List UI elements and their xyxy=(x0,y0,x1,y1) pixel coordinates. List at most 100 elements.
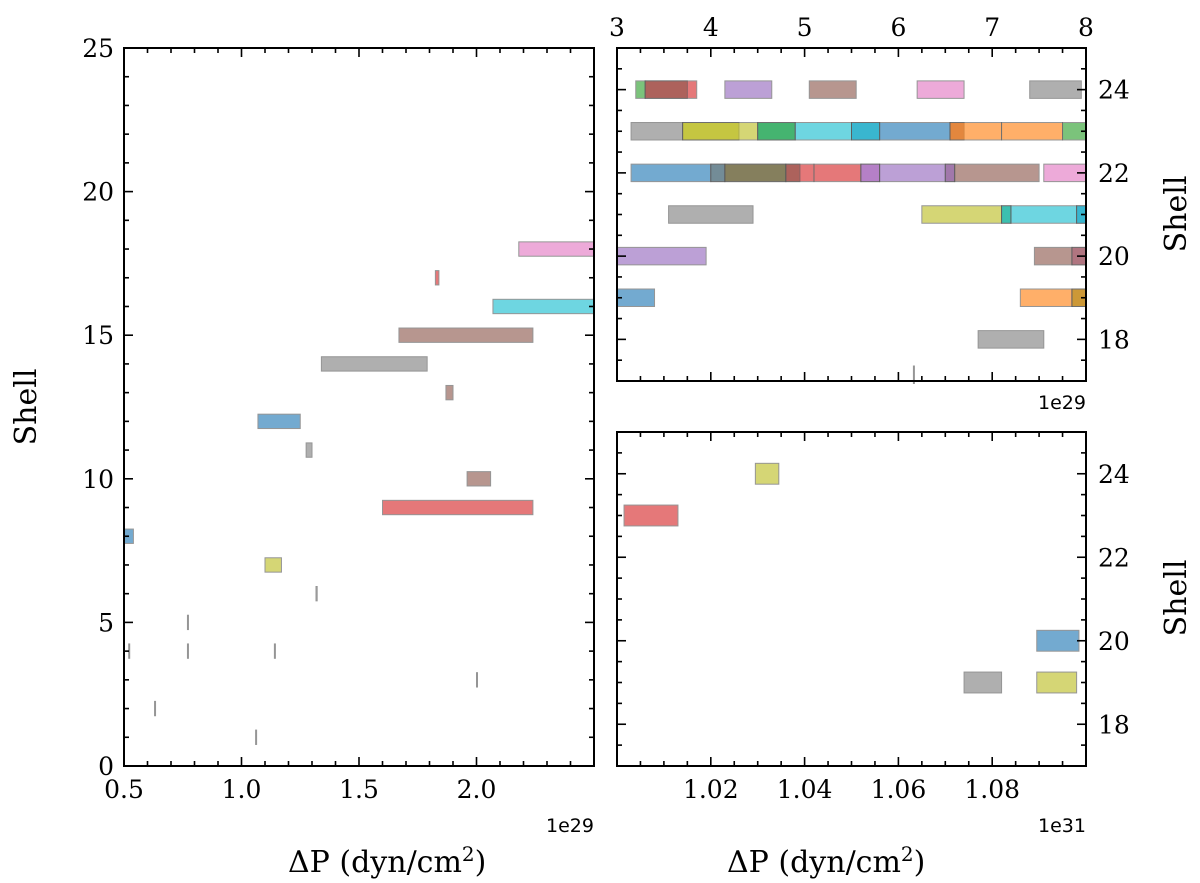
panel-top-right: 3 4 5 6 7 8 18 20 22 24 Shell 1e29 xyxy=(609,13,1194,414)
bar-shell-23-15 xyxy=(879,122,951,141)
bar-shell-24-5 xyxy=(916,80,965,99)
bar-shell-23-11 xyxy=(757,122,796,141)
x-offset-text: 1e29 xyxy=(546,815,594,837)
bar-shell-22-30 xyxy=(879,163,946,183)
bar-shell-24-6 xyxy=(1029,80,1082,99)
ticks-group: 3 4 5 6 7 8 18 20 22 24 xyxy=(609,13,1130,382)
bar-shell-18-0 xyxy=(518,241,595,257)
bar-shell-6-12 xyxy=(315,586,318,602)
bar-shell-23-18 xyxy=(1001,122,1064,141)
bar-shell-22-20 xyxy=(630,163,712,183)
bar-shell-23-1 xyxy=(623,504,679,527)
x-tick-label: 2.0 xyxy=(457,775,497,804)
bar-shell-21-36 xyxy=(921,205,1003,224)
bar-shell-3-17 xyxy=(476,672,478,688)
panel-bottom-right: 1.02 1.04 1.06 1.08 18 20 22 24 ΔP (dyn/cm2) Sh… xyxy=(616,431,1194,880)
bar-shell-14-4 xyxy=(320,356,428,372)
y-tick-label: 20 xyxy=(1098,627,1130,656)
bar-shell-24-3 xyxy=(724,80,773,99)
bar-shell-4-15 xyxy=(186,643,189,659)
x-tick-label: 1.02 xyxy=(683,775,739,804)
y-axis-label: Shell xyxy=(1159,176,1194,253)
bar-shell-19-47 xyxy=(1019,288,1073,307)
bar-shell-21-35 xyxy=(668,205,754,224)
y-tick-label: 10 xyxy=(82,465,114,494)
bar-shell-22-32 xyxy=(944,163,956,183)
x-tick-label: 5 xyxy=(797,13,813,42)
x-offset-text: 1e29 xyxy=(1038,392,1086,414)
x-tick-label: 8 xyxy=(1078,13,1094,42)
bar-shell-19-3 xyxy=(963,671,1003,694)
y-axis-label: Shell xyxy=(1159,560,1194,637)
y-tick-label: 18 xyxy=(1098,325,1130,354)
x-axis-label: ΔP (dyn/cm2) xyxy=(288,842,486,880)
bar-shell-23-7 xyxy=(630,122,684,141)
bar-shell-19-4 xyxy=(1036,671,1078,694)
x-tick-label: 6 xyxy=(890,13,906,42)
x-offset-text: 1e31 xyxy=(1038,815,1086,837)
bar-shell-17_15-51 xyxy=(912,365,915,384)
x-tick-label: 1.06 xyxy=(871,775,927,804)
bars-group xyxy=(123,241,595,745)
y-tick-label: 18 xyxy=(1098,710,1130,739)
bar-shell-16-2 xyxy=(492,298,595,315)
bar-shell-4-16 xyxy=(273,643,276,659)
plot-frame xyxy=(123,47,595,767)
y-tick-label: 20 xyxy=(1098,242,1130,271)
bar-shell-24-2 xyxy=(644,80,688,99)
y-tick-label: 20 xyxy=(82,178,114,207)
y-tick-label: 22 xyxy=(1098,543,1130,572)
plot-frame xyxy=(616,47,1087,382)
y-tick-label: 5 xyxy=(98,608,114,637)
ticks-group: 0.5 1.0 1.5 2.0 0 5 10 15 20 25 xyxy=(82,34,595,804)
bar-shell-10-8 xyxy=(466,471,492,487)
bar-shell-22-24 xyxy=(724,163,787,183)
bar-shell-9-9 xyxy=(382,499,534,516)
y-tick-label: 0 xyxy=(98,752,114,781)
bar-shell-22-29 xyxy=(860,163,881,183)
bars-group xyxy=(616,80,1087,384)
x-tick-label: 0.5 xyxy=(104,775,144,804)
x-tick-label: 1.0 xyxy=(222,775,262,804)
bar-shell-21-38 xyxy=(1001,205,1012,224)
bar-shell-22-22 xyxy=(710,163,726,183)
bar-shell-23-12 xyxy=(794,122,852,141)
y-tick-label: 22 xyxy=(1098,159,1130,188)
bar-shell-20-2 xyxy=(1036,629,1080,652)
bar-shell-22-33 xyxy=(954,163,1040,183)
bar-shell-18-50 xyxy=(977,330,1045,349)
bar-shell-12-6 xyxy=(257,413,301,430)
y-tick-label: 24 xyxy=(1098,460,1130,489)
y-tick-label: 24 xyxy=(1098,76,1130,105)
y-tick-label: 25 xyxy=(82,34,114,63)
plot-frame xyxy=(616,431,1087,767)
x-tick-label: 1.5 xyxy=(339,775,379,804)
bar-shell-24-0 xyxy=(754,462,780,485)
bar-shell-17-1 xyxy=(434,270,440,286)
bar-shell-5-13 xyxy=(186,614,189,631)
x-tick-label: 3 xyxy=(609,13,625,42)
bar-shell-7-11 xyxy=(264,557,282,573)
bar-shell-2-18 xyxy=(154,700,157,717)
x-tick-label: 7 xyxy=(984,13,1000,42)
bar-shell-1-19 xyxy=(255,729,258,745)
x-axis-label: ΔP (dyn/cm2) xyxy=(727,842,925,880)
ticks-group: 1.02 1.04 1.06 1.08 18 20 22 24 xyxy=(616,431,1130,804)
bar-shell-19-46 xyxy=(616,288,656,307)
bar-shell-21-39 xyxy=(1010,205,1078,224)
bar-shell-23-14 xyxy=(851,122,881,141)
y-axis-label: Shell xyxy=(9,369,44,446)
bar-shell-22-26 xyxy=(785,163,801,183)
bar-shell-20-42 xyxy=(616,246,707,266)
x-tick-label: 4 xyxy=(703,13,719,42)
panel-main: 0.5 1.0 1.5 2.0 0 5 10 15 20 25 ΔP (dyn/cm2) Shel… xyxy=(9,34,595,880)
bar-shell-13-5 xyxy=(445,384,454,401)
bar-shell-23-17 xyxy=(949,122,1003,141)
bar-shell-22-27 xyxy=(813,163,862,183)
bar-shell-24-0 xyxy=(635,80,646,99)
bar-shell-15-3 xyxy=(398,327,534,343)
y-tick-label: 15 xyxy=(82,321,114,350)
bar-shell-20-43 xyxy=(1033,246,1073,266)
bar-shell-11-7 xyxy=(305,442,313,458)
